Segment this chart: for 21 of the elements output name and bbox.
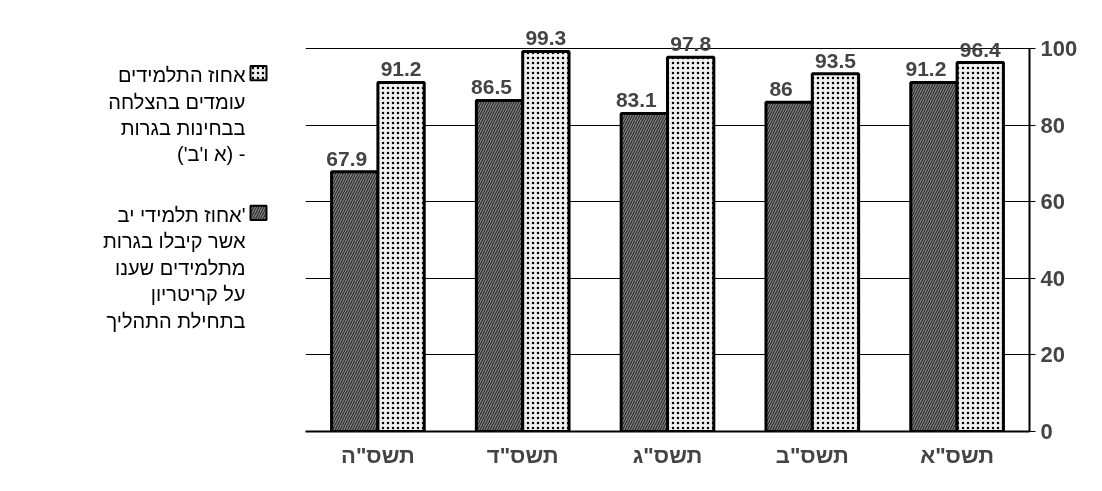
legend-label: אחוז התלמידים עומדים בהצלחה בבחינות בגרות ('א ו'ב) - [108, 64, 246, 166]
data-label: 86 [769, 77, 793, 101]
x-tick-label: תשס"ב [775, 442, 849, 468]
x-tick-label: תשס"ה [341, 442, 415, 468]
data-label: 83.1 [615, 88, 658, 112]
y-tick-label: 0 [1040, 419, 1053, 444]
y-tick-label: 100 [1040, 36, 1078, 62]
data-label: 67.9 [326, 146, 368, 170]
data-label: 99.3 [525, 26, 567, 50]
y-tick-label: 40 [1040, 265, 1065, 291]
y-tick-label: 80 [1040, 112, 1065, 138]
x-tick-label: תשס"א [920, 442, 995, 468]
x-tick-label: תשס"ד [486, 442, 559, 468]
data-label: 91.2 [380, 57, 422, 81]
y-tick-label: 20 [1040, 342, 1065, 368]
x-tick-label: תשס"ג [632, 442, 703, 468]
data-label: 91.2 [905, 57, 947, 81]
data-label: 86.5 [471, 75, 513, 99]
data-label: 93.5 [815, 48, 857, 72]
y-tick-label: 60 [1040, 189, 1065, 215]
legend-label: אחוז תלמידי יב' אשר קיבלו בגרות מתלמידים שענו על קריטריון בתחילת התהליך [102, 203, 246, 332]
